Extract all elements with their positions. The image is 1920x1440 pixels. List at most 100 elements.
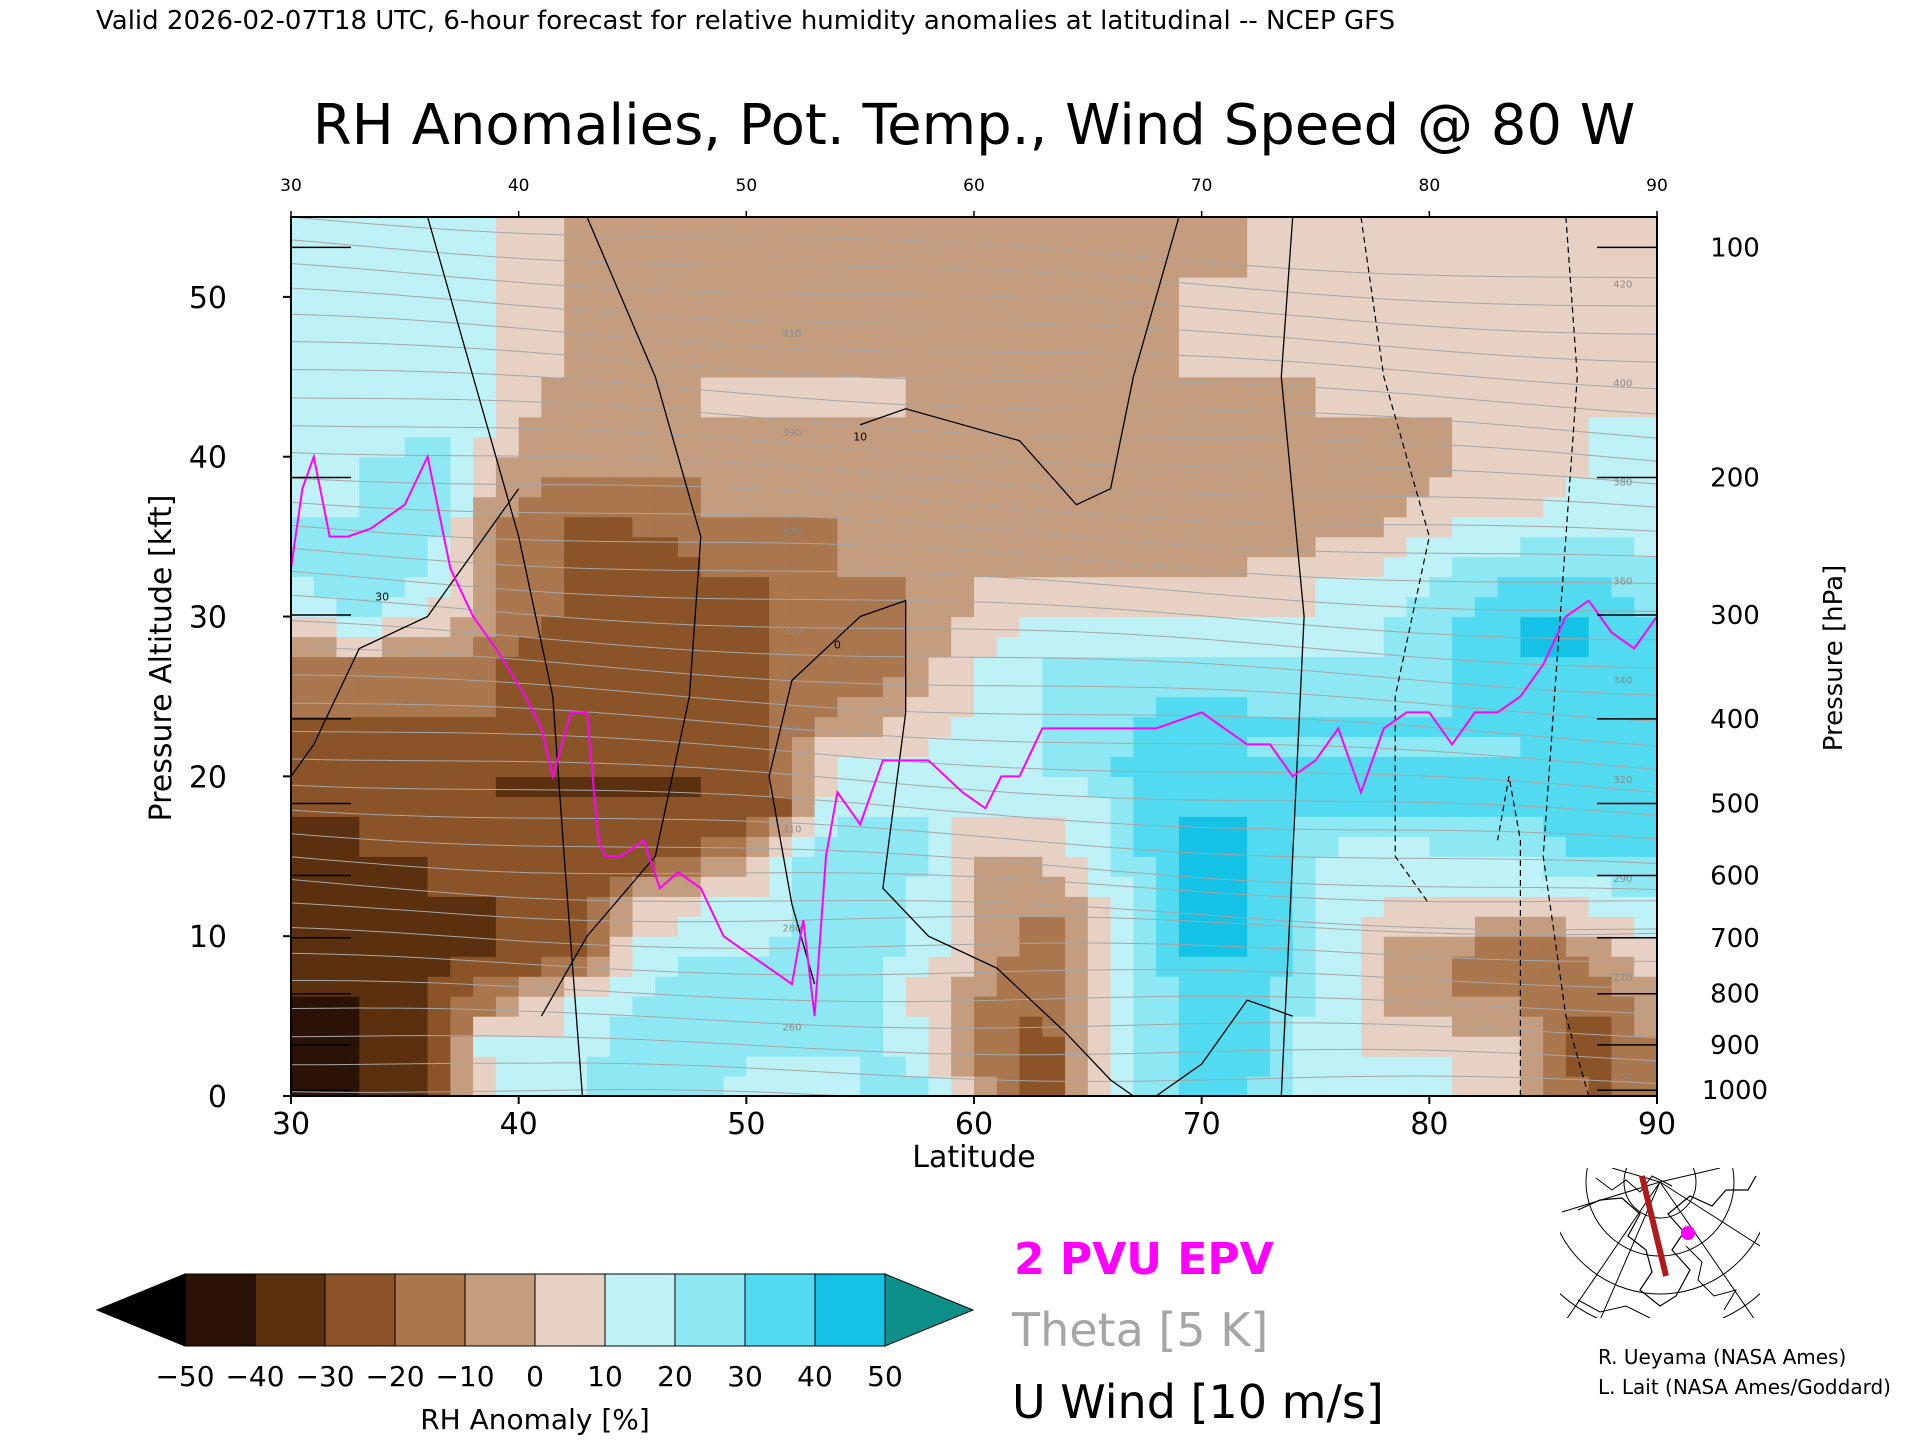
heatmap-cell xyxy=(1247,436,1271,458)
heatmap-cell xyxy=(951,856,975,877)
heatmap-cell xyxy=(1315,836,1339,857)
heatmap-cell xyxy=(291,616,315,638)
heatmap-cell xyxy=(359,796,383,817)
heatmap-cell xyxy=(1042,456,1066,478)
heatmap-cell xyxy=(700,676,725,698)
heatmap-cell xyxy=(1474,296,1499,318)
heatmap-cell xyxy=(655,296,679,318)
heatmap-cell xyxy=(1292,1036,1317,1057)
heatmap-cell xyxy=(1383,976,1408,997)
heatmap-cell xyxy=(678,336,702,358)
theta-contour-line xyxy=(291,980,1657,1014)
heatmap-cell xyxy=(518,396,543,418)
colorbar-tick-label: 0 xyxy=(526,1360,544,1393)
heatmap-cell xyxy=(882,716,907,737)
heatmap-cell xyxy=(769,257,793,278)
heatmap-cell xyxy=(1201,736,1226,757)
heatmap-cell xyxy=(655,796,679,817)
heatmap-cell xyxy=(609,376,634,398)
heatmap-cell xyxy=(769,776,793,797)
heatmap-cell xyxy=(291,636,315,658)
heatmap-cell xyxy=(1611,556,1635,578)
heatmap-cell xyxy=(1634,276,1657,298)
heatmap-cell xyxy=(609,556,634,578)
heatmap-cell xyxy=(1042,316,1066,338)
heatmap-cell xyxy=(1087,896,1112,917)
heatmap-cell xyxy=(1201,296,1226,318)
heatmap-cell xyxy=(359,776,383,797)
chart-title: RH Anomalies, Pot. Temp., Wind Speed @ 8… xyxy=(313,93,1635,158)
heatmap-cell xyxy=(678,556,702,578)
heatmap-cell xyxy=(1315,676,1339,698)
heatmap-cell xyxy=(928,316,952,338)
heatmap-cell xyxy=(1429,1036,1453,1057)
heatmap-cell xyxy=(837,237,861,258)
heatmap-cell xyxy=(382,796,406,817)
heatmap-cell xyxy=(1224,816,1248,837)
heatmap-cell xyxy=(700,336,725,358)
heatmap-cell xyxy=(1201,916,1226,937)
heatmap-cell xyxy=(1611,217,1635,238)
heatmap-cell xyxy=(1543,257,1567,278)
heatmap-cell xyxy=(1315,237,1339,258)
heatmap-cell xyxy=(1178,436,1203,458)
heatmap-cell xyxy=(336,1016,360,1037)
heatmap-cell xyxy=(1565,476,1590,498)
heatmap-cell xyxy=(1110,956,1134,977)
heatmap-cell xyxy=(541,936,565,957)
heatmap-cell xyxy=(1361,596,1385,618)
heatmap-cell xyxy=(291,916,315,937)
heatmap-cell xyxy=(1565,716,1590,737)
heatmap-cell xyxy=(1588,716,1613,737)
heatmap-cell xyxy=(746,316,770,338)
heatmap-cell xyxy=(632,876,656,897)
heatmap-cell xyxy=(791,996,816,1017)
heatmap-cell xyxy=(1338,616,1362,638)
heatmap-cell xyxy=(1087,816,1112,837)
heatmap-cell xyxy=(1543,736,1567,757)
heatmap-cell xyxy=(1543,336,1567,358)
heatmap-cell xyxy=(541,536,565,558)
heatmap-cell xyxy=(382,536,406,558)
heatmap-cell xyxy=(882,896,907,917)
heatmap-cell xyxy=(1019,596,1043,618)
inset-map xyxy=(1560,1168,1760,1318)
heatmap-cell xyxy=(1201,237,1226,258)
heatmap-cell xyxy=(450,436,474,458)
heatmap-cell xyxy=(905,996,930,1017)
heatmap-cell xyxy=(1019,756,1043,777)
pressure-axis-ticks xyxy=(291,246,1657,1091)
heatmap-cell xyxy=(1292,217,1317,238)
heatmap-cell xyxy=(427,756,451,777)
heatmap-cell xyxy=(814,376,838,398)
heatmap-cell xyxy=(678,896,702,917)
heatmap-cell xyxy=(1565,1056,1590,1077)
heatmap-cell xyxy=(1497,896,1521,917)
heatmap-cell xyxy=(541,496,565,518)
heatmap-cell xyxy=(814,416,838,438)
heatmap-cell xyxy=(382,1076,406,1096)
heatmap-cell xyxy=(473,436,497,458)
heatmap-cell xyxy=(1133,676,1157,698)
heatmap-cell xyxy=(382,217,406,238)
heatmap-cell xyxy=(382,976,406,997)
heatmap-cell xyxy=(837,856,861,877)
heatmap-cell xyxy=(905,556,930,578)
heatmap-cell xyxy=(678,656,702,678)
heatmap-cell xyxy=(1133,336,1157,358)
heatmap-cell xyxy=(382,257,406,278)
heatmap-cell xyxy=(1133,496,1157,518)
heatmap-cell xyxy=(996,636,1021,658)
heatmap-cell xyxy=(951,776,975,797)
heatmap-cell xyxy=(427,616,451,638)
colorbar-swatch xyxy=(254,1273,326,1347)
heatmap-cell xyxy=(1133,896,1157,917)
heatmap-cell xyxy=(769,456,793,478)
heatmap-cell xyxy=(1634,217,1657,238)
heatmap-cell xyxy=(1110,656,1134,678)
heatmap-cell xyxy=(746,1016,770,1037)
heatmap-cell xyxy=(1292,396,1317,418)
heatmap-cell xyxy=(1133,616,1157,638)
heatmap-cell xyxy=(1087,396,1112,418)
heatmap-cell xyxy=(951,217,975,238)
